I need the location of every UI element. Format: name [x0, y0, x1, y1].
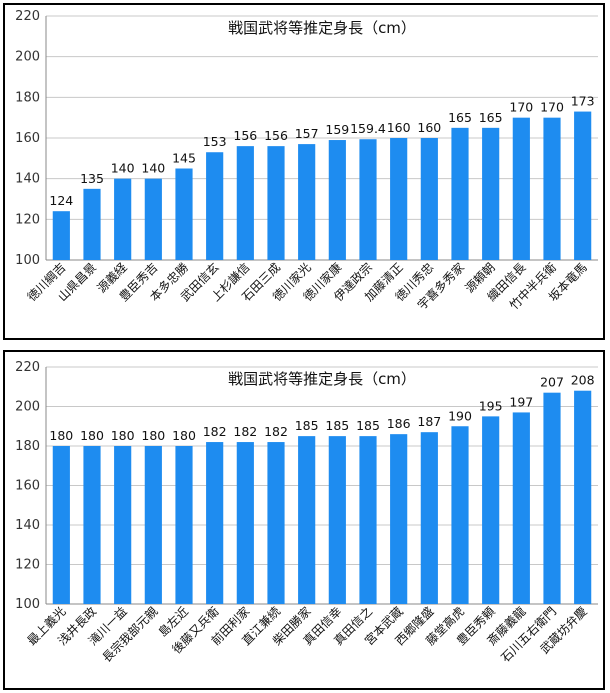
bar	[512, 412, 530, 604]
bar	[543, 117, 561, 261]
data-label: 160	[417, 120, 441, 135]
data-label: 157	[295, 126, 319, 141]
bar	[144, 446, 162, 604]
data-label: 170	[509, 100, 533, 115]
bar	[206, 442, 224, 604]
bar	[390, 434, 408, 604]
y-tick-label: 180	[15, 90, 40, 105]
y-tick-label: 140	[15, 518, 40, 533]
data-label: 186	[387, 416, 411, 431]
chart-panel-1: 100 120 140 160 180 200 220 戦国武将等推定身長（cm） 124 徳川綱…	[3, 3, 605, 340]
y-tick-label: 220	[15, 360, 40, 375]
bar	[328, 140, 346, 260]
bar	[267, 146, 285, 260]
y-tick-label: 160	[15, 479, 40, 494]
data-label: 140	[141, 161, 165, 176]
data-label: 185	[325, 418, 349, 433]
data-label: 160	[387, 120, 411, 135]
data-label: 173	[571, 94, 595, 109]
y-tick-label: 200	[15, 50, 40, 65]
y-tick-label: 120	[15, 212, 40, 227]
bar	[83, 446, 101, 604]
bar	[482, 127, 500, 260]
data-label: 135	[80, 171, 104, 186]
data-label: 185	[295, 418, 319, 433]
y-tick-label: 140	[15, 172, 40, 187]
bar	[451, 426, 469, 604]
bar	[390, 138, 408, 260]
data-label: 182	[203, 424, 227, 439]
bar	[52, 446, 70, 604]
bar	[328, 436, 346, 604]
data-label: 208	[571, 373, 595, 388]
y-tick-label: 120	[15, 558, 40, 573]
data-label: 140	[111, 161, 135, 176]
bar	[420, 138, 438, 260]
bar	[574, 111, 592, 260]
bar	[482, 416, 500, 604]
y-tick-label: 220	[15, 9, 40, 24]
bar	[206, 152, 224, 260]
data-label: 180	[111, 428, 135, 443]
bar	[83, 188, 101, 260]
y-tick-label: 100	[15, 253, 40, 268]
data-label: 145	[172, 151, 196, 166]
bar	[175, 446, 193, 604]
data-label: 190	[448, 408, 472, 423]
bar	[236, 146, 254, 260]
chart-title: 戦国武将等推定身長（cm）	[228, 19, 416, 37]
data-label: 187	[417, 414, 441, 429]
y-tick-label: 100	[15, 597, 40, 612]
bar	[114, 178, 132, 260]
bar	[52, 211, 70, 260]
data-label: 180	[141, 428, 165, 443]
data-label: 156	[233, 128, 257, 143]
bar	[574, 390, 592, 604]
data-label: 165	[448, 110, 472, 125]
data-label: 153	[203, 134, 227, 149]
bar	[175, 168, 193, 260]
bar	[298, 436, 316, 604]
bar	[298, 144, 316, 260]
bar	[543, 392, 561, 604]
y-tick-label: 200	[15, 400, 40, 415]
y-tick-label: 160	[15, 131, 40, 146]
data-label: 156	[264, 128, 288, 143]
data-label: 180	[80, 428, 104, 443]
data-label: 195	[479, 398, 503, 413]
bar	[512, 117, 530, 261]
data-label: 207	[540, 375, 564, 390]
bar-chart-1: 100120140160180200220戦国武将等推定身長（cm）124徳川綱…	[15, 9, 598, 313]
chart-panel-2: 100 120 140 160 180 200 220 戦国武将等推定身長（cm） 180 最上義…	[3, 350, 605, 690]
data-label: 170	[540, 100, 564, 115]
bar	[359, 436, 377, 604]
data-label: 124	[49, 193, 73, 208]
bar	[267, 442, 285, 604]
bar	[114, 446, 132, 604]
bar	[359, 139, 377, 260]
data-label: 197	[509, 394, 533, 409]
data-label: 159	[325, 122, 349, 137]
data-label: 165	[479, 110, 503, 125]
data-label: 182	[264, 424, 288, 439]
bar	[451, 127, 469, 260]
data-label: 185	[356, 418, 380, 433]
data-label: 182	[233, 424, 257, 439]
chart-title: 戦国武将等推定身長（cm）	[228, 370, 416, 388]
bar	[420, 432, 438, 604]
bar	[144, 178, 162, 260]
bar	[236, 442, 254, 604]
data-label: 180	[172, 428, 196, 443]
y-tick-label: 180	[15, 439, 40, 454]
data-label: 180	[49, 428, 73, 443]
bar-chart-2: 100120140160180200220戦国武将等推定身長（cm）180最上義…	[15, 360, 598, 665]
data-label: 159.4	[350, 121, 386, 136]
